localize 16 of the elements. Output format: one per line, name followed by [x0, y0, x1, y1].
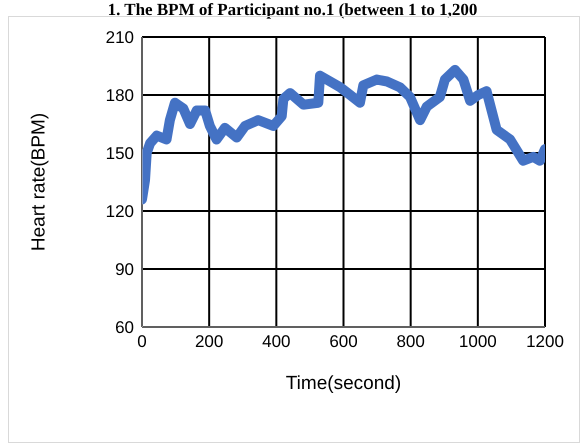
- chart-title: 1. The BPM of Participant no.1 (between 1 to 1,200: [106, 0, 478, 21]
- y-tick-label: 150: [106, 144, 134, 164]
- y-tick-label: 60: [115, 318, 134, 338]
- x-axis-title: Time(second): [286, 373, 402, 394]
- x-tick-label: 800: [396, 332, 425, 352]
- x-tick-label: 400: [262, 332, 291, 352]
- y-tick-label: 180: [106, 86, 134, 106]
- x-tick-label: 0: [137, 332, 147, 352]
- y-tick-label: 90: [115, 260, 134, 280]
- y-tick-label: 120: [106, 202, 134, 222]
- x-tick-label: 600: [329, 332, 358, 352]
- x-tick-label: 200: [194, 332, 224, 352]
- x-tick-label: 1000: [458, 332, 497, 352]
- x-tick-label: 1200: [526, 332, 564, 352]
- y-tick-label: 210: [106, 28, 134, 48]
- y-axis-title: Heart rate(BPM): [28, 112, 50, 252]
